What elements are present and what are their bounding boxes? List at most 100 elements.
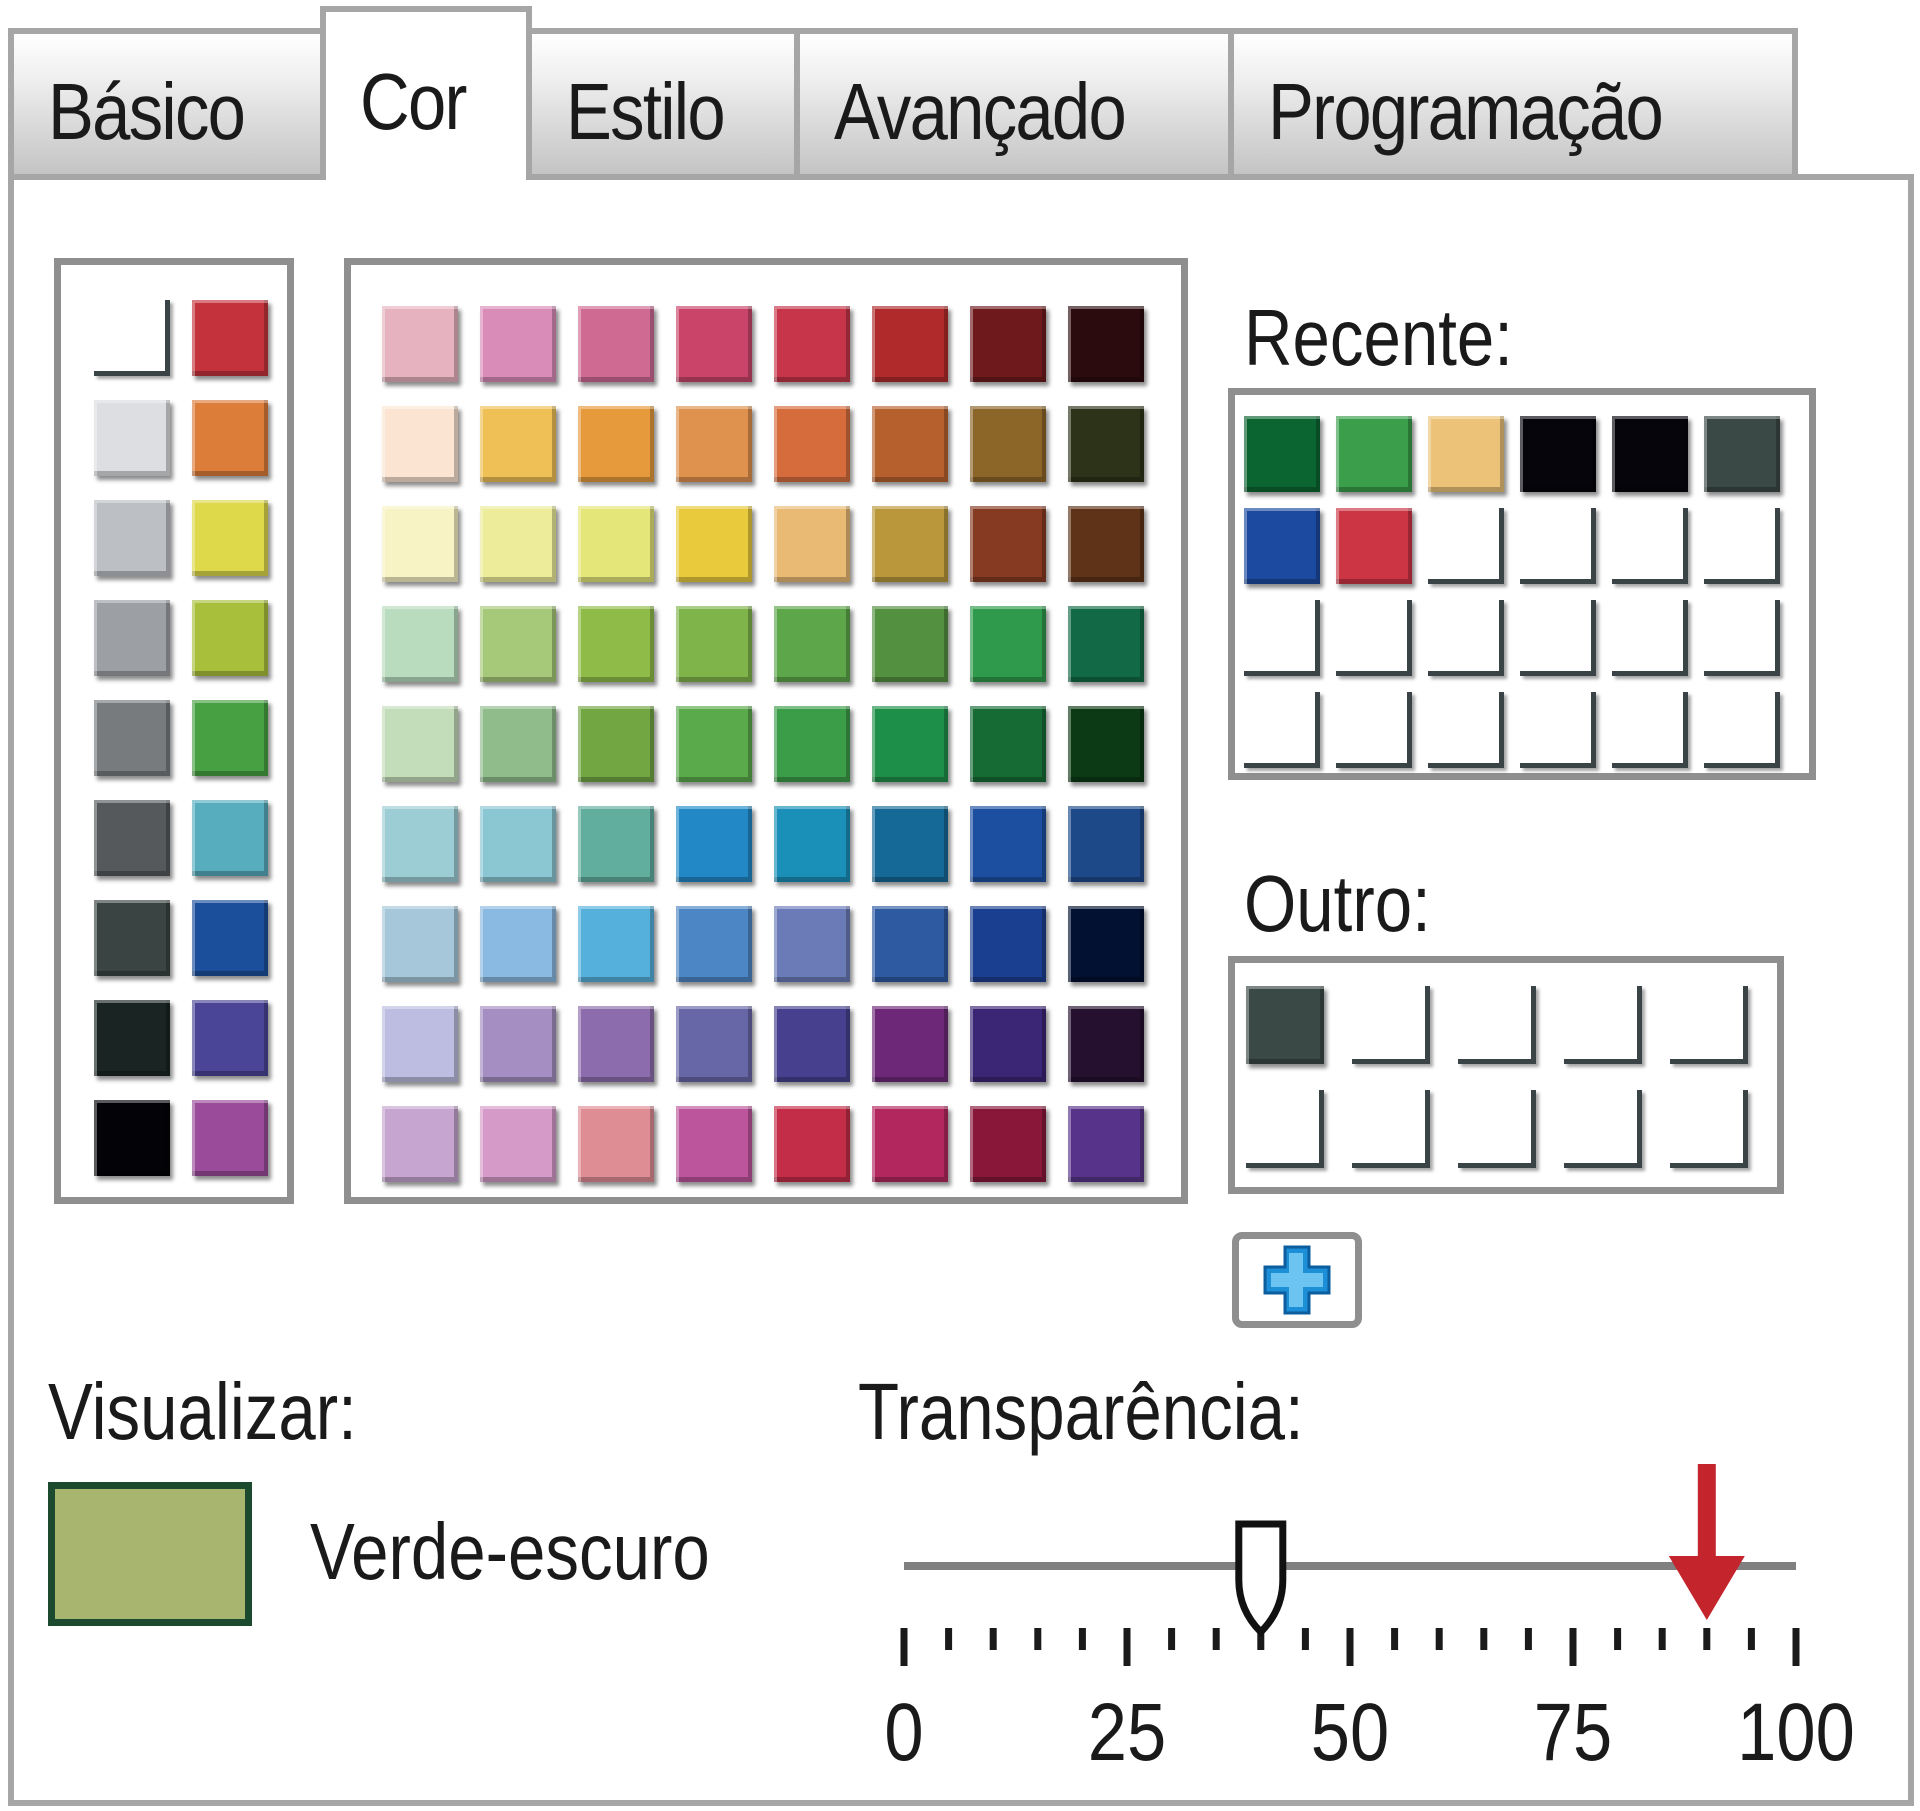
- empty-swatch[interactable]: [1704, 600, 1780, 676]
- palette-swatch[interactable]: [774, 806, 850, 882]
- palette-swatch[interactable]: [578, 806, 654, 882]
- basic-swatch[interactable]: [192, 600, 268, 676]
- palette-swatch[interactable]: [676, 406, 752, 482]
- tab-programacao[interactable]: Programação: [1228, 28, 1798, 174]
- palette-swatch[interactable]: [774, 1006, 850, 1082]
- basic-swatch[interactable]: [94, 1100, 170, 1176]
- empty-swatch[interactable]: [1704, 508, 1780, 584]
- palette-swatch[interactable]: [1068, 306, 1144, 382]
- palette-swatch[interactable]: [1068, 606, 1144, 682]
- empty-swatch[interactable]: [1564, 1090, 1642, 1168]
- palette-swatch[interactable]: [676, 1006, 752, 1082]
- recent-swatch[interactable]: [1520, 416, 1596, 492]
- palette-swatch[interactable]: [480, 1106, 556, 1182]
- basic-swatch[interactable]: [192, 800, 268, 876]
- palette-swatch[interactable]: [578, 306, 654, 382]
- recent-swatch[interactable]: [1336, 416, 1412, 492]
- tab-cor[interactable]: Cor: [320, 6, 532, 180]
- palette-swatch[interactable]: [1068, 806, 1144, 882]
- palette-swatch[interactable]: [872, 1106, 948, 1182]
- empty-swatch[interactable]: [1520, 508, 1596, 584]
- palette-swatch[interactable]: [774, 406, 850, 482]
- basic-swatch[interactable]: [192, 400, 268, 476]
- basic-swatch[interactable]: [94, 1000, 170, 1076]
- empty-swatch[interactable]: [1564, 986, 1642, 1064]
- palette-swatch[interactable]: [382, 906, 458, 982]
- palette-swatch[interactable]: [676, 606, 752, 682]
- recent-swatch[interactable]: [1428, 416, 1504, 492]
- palette-swatch[interactable]: [970, 1106, 1046, 1182]
- palette-swatch[interactable]: [1068, 906, 1144, 982]
- recent-swatch[interactable]: [1244, 508, 1320, 584]
- basic-swatch[interactable]: [94, 900, 170, 976]
- slider-thumb[interactable]: [1235, 1520, 1287, 1637]
- empty-swatch[interactable]: [1352, 986, 1430, 1064]
- palette-swatch[interactable]: [676, 1106, 752, 1182]
- empty-swatch[interactable]: [1246, 1090, 1324, 1168]
- empty-swatch[interactable]: [1428, 600, 1504, 676]
- palette-swatch[interactable]: [480, 806, 556, 882]
- palette-swatch[interactable]: [970, 906, 1046, 982]
- empty-swatch[interactable]: [1244, 692, 1320, 768]
- palette-swatch[interactable]: [970, 706, 1046, 782]
- empty-swatch[interactable]: [94, 300, 170, 376]
- add-color-button[interactable]: [1232, 1232, 1362, 1328]
- palette-swatch[interactable]: [1068, 406, 1144, 482]
- palette-swatch[interactable]: [676, 706, 752, 782]
- empty-swatch[interactable]: [1428, 508, 1504, 584]
- palette-swatch[interactable]: [1068, 1106, 1144, 1182]
- basic-swatch[interactable]: [94, 400, 170, 476]
- empty-swatch[interactable]: [1612, 692, 1688, 768]
- palette-swatch[interactable]: [774, 1106, 850, 1182]
- tab-basico[interactable]: Básico: [8, 28, 326, 174]
- empty-swatch[interactable]: [1244, 600, 1320, 676]
- palette-swatch[interactable]: [1068, 706, 1144, 782]
- palette-swatch[interactable]: [872, 406, 948, 482]
- empty-swatch[interactable]: [1336, 692, 1412, 768]
- palette-swatch[interactable]: [578, 906, 654, 982]
- palette-swatch[interactable]: [872, 806, 948, 882]
- palette-swatch[interactable]: [480, 606, 556, 682]
- empty-swatch[interactable]: [1458, 986, 1536, 1064]
- basic-swatch[interactable]: [192, 1100, 268, 1176]
- palette-swatch[interactable]: [676, 806, 752, 882]
- basic-swatch[interactable]: [94, 700, 170, 776]
- palette-swatch[interactable]: [1068, 1006, 1144, 1082]
- basic-swatch[interactable]: [192, 1000, 268, 1076]
- palette-swatch[interactable]: [872, 906, 948, 982]
- palette-swatch[interactable]: [578, 606, 654, 682]
- other-swatch[interactable]: [1246, 986, 1324, 1064]
- basic-swatch[interactable]: [192, 900, 268, 976]
- palette-swatch[interactable]: [480, 306, 556, 382]
- palette-swatch[interactable]: [480, 1006, 556, 1082]
- basic-swatch[interactable]: [94, 600, 170, 676]
- palette-swatch[interactable]: [970, 1006, 1046, 1082]
- palette-swatch[interactable]: [872, 506, 948, 582]
- palette-swatch[interactable]: [578, 1006, 654, 1082]
- empty-swatch[interactable]: [1612, 600, 1688, 676]
- palette-swatch[interactable]: [676, 906, 752, 982]
- recent-swatch[interactable]: [1612, 416, 1688, 492]
- empty-swatch[interactable]: [1612, 508, 1688, 584]
- palette-swatch[interactable]: [774, 606, 850, 682]
- palette-swatch[interactable]: [970, 406, 1046, 482]
- palette-swatch[interactable]: [480, 906, 556, 982]
- palette-swatch[interactable]: [676, 306, 752, 382]
- palette-swatch[interactable]: [382, 506, 458, 582]
- palette-swatch[interactable]: [970, 606, 1046, 682]
- empty-swatch[interactable]: [1670, 986, 1748, 1064]
- palette-swatch[interactable]: [578, 1106, 654, 1182]
- empty-swatch[interactable]: [1520, 600, 1596, 676]
- basic-swatch[interactable]: [192, 500, 268, 576]
- palette-swatch[interactable]: [970, 306, 1046, 382]
- palette-swatch[interactable]: [970, 506, 1046, 582]
- basic-swatch[interactable]: [192, 700, 268, 776]
- empty-swatch[interactable]: [1352, 1090, 1430, 1168]
- palette-swatch[interactable]: [872, 606, 948, 682]
- basic-swatch[interactable]: [94, 800, 170, 876]
- palette-swatch[interactable]: [774, 306, 850, 382]
- palette-swatch[interactable]: [382, 706, 458, 782]
- recent-swatch[interactable]: [1336, 508, 1412, 584]
- empty-swatch[interactable]: [1458, 1090, 1536, 1168]
